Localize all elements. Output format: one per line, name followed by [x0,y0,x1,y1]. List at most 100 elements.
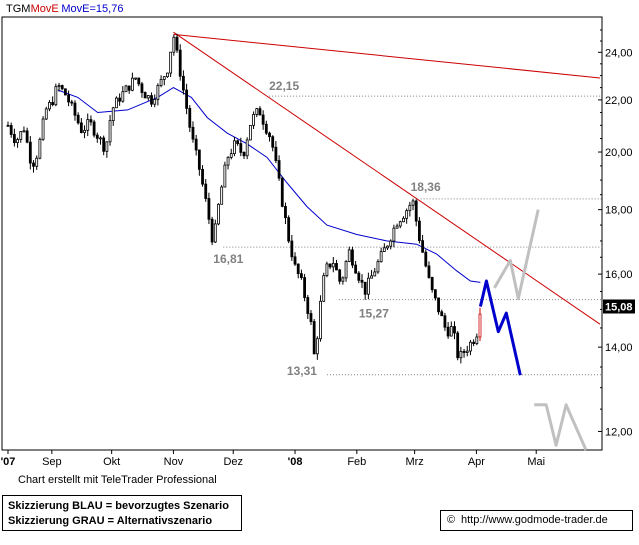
candle-body-24 [83,129,86,133]
candle-body-25 [86,119,90,131]
candle-body-38 [127,85,131,91]
candle-body-27 [92,121,96,136]
candle-body-127 [411,200,415,206]
candle-body-120 [389,240,393,247]
candle-body-29 [99,137,102,140]
candle-body-119 [386,245,389,249]
candle-body-122 [395,225,399,229]
y-tick-label-4: 16,00 [605,269,633,281]
candle-body-17 [60,85,64,90]
y-tick-label-0: 24,00 [605,47,633,59]
candle-body-62 [204,183,208,199]
scenarios [478,209,588,451]
candle-body-20 [70,101,74,104]
candle-body-53 [175,36,179,51]
candle-body-42 [140,83,144,93]
candle-body-131 [424,251,428,267]
candle-body-111 [360,279,364,283]
candle-body-136 [440,311,444,317]
candle-body-125 [405,210,409,219]
candle-body-61 [201,168,204,185]
copyright-icon: © [446,514,456,526]
candle-body-36 [121,91,125,102]
candle-body-114 [370,275,373,279]
candle-body-3 [16,139,19,144]
candle-body-13 [48,102,51,110]
moving-average-line [57,87,481,283]
plot-area [1,16,603,451]
level-label-2: 16,81 [213,252,243,266]
trendlines [173,31,601,325]
candle-body-134 [433,289,437,299]
candle-body-105 [341,277,345,282]
candle-body-40 [134,77,137,80]
candle-body-28 [95,134,99,139]
candle-body-9 [35,157,39,167]
candle-body-2 [12,134,16,144]
candle-body-142 [459,350,463,359]
candle-body-44 [146,95,150,99]
scenario-blue-note: Skizzierung BLAU = bevorzugtes Szenario [8,500,229,512]
candle-body-50 [166,72,169,78]
candle-body-129 [418,220,421,242]
candle-body-72 [236,140,240,144]
source-box: © http://www.godmode-trader.de [440,510,633,531]
candle-body-6 [25,130,29,143]
candle-body-33 [111,107,115,122]
scenario-blue-line [478,279,522,376]
x-tick-label-3: Nov [164,456,184,468]
candle-body-89 [290,240,294,258]
candle-body-16 [57,85,61,88]
x-tick-label-7: Mrz [405,456,423,468]
candle-body-0 [6,124,10,127]
candle-body-71 [233,140,236,154]
candle-body-130 [421,240,424,253]
candle-body-65 [213,223,217,243]
candle-body-58 [191,126,195,140]
current-price-badge [603,299,635,314]
candle-body-140 [453,326,456,334]
candle-body-84 [274,146,278,161]
candle-body-14 [51,102,55,106]
candle-body-100 [325,263,329,277]
candle-body-69 [226,156,230,166]
candle-body-10 [38,138,42,159]
candle-body-144 [465,350,469,353]
candle-body-148 [478,313,482,338]
candle-body-1 [9,125,13,135]
price-levels [223,95,602,376]
x-tick-label-5: '08 [288,456,303,468]
level-label-0: 22,15 [269,79,299,93]
candle-body-121 [392,227,396,242]
candle-body-43 [143,92,147,99]
level-label-4: 13,31 [287,364,317,378]
candle-body-102 [331,263,335,268]
candle-body-113 [366,277,370,295]
candle-body-81 [264,123,268,134]
candle-body-11 [41,118,45,140]
candle-body-87 [284,205,287,219]
scenario-gray-line-0 [493,209,540,301]
candle-body-128 [414,200,418,222]
candle-body-103 [335,263,338,271]
candle-body-101 [328,263,332,268]
candle-body-88 [287,217,291,242]
candle-body-32 [108,120,112,143]
source-link[interactable]: http://www.godmode-trader.de [461,514,608,526]
legend: TGM MovE MovE=15,76 [6,3,123,15]
candle-body-90 [293,256,297,265]
legend-item-2: MovE=15,76 [61,3,123,15]
candle-body-118 [382,247,386,252]
candle-body-15 [54,86,58,106]
candle-body-67 [220,186,224,205]
candle-body-45 [150,95,153,105]
scenario-legend-box: Skizzierung BLAU = bevorzugtes Szenario … [2,495,242,531]
candle-body-80 [261,114,265,125]
candle-body-147 [475,336,479,345]
candle-body-51 [169,51,173,74]
candle-body-92 [300,273,303,278]
scenario-gray-note: Skizzierung GRAU = Alternativszenario [8,515,213,527]
candle-body-116 [376,261,380,273]
candle-body-63 [207,198,211,220]
level-labels: 22,15 18,36 16,81 15,27 13,31 [213,79,441,378]
